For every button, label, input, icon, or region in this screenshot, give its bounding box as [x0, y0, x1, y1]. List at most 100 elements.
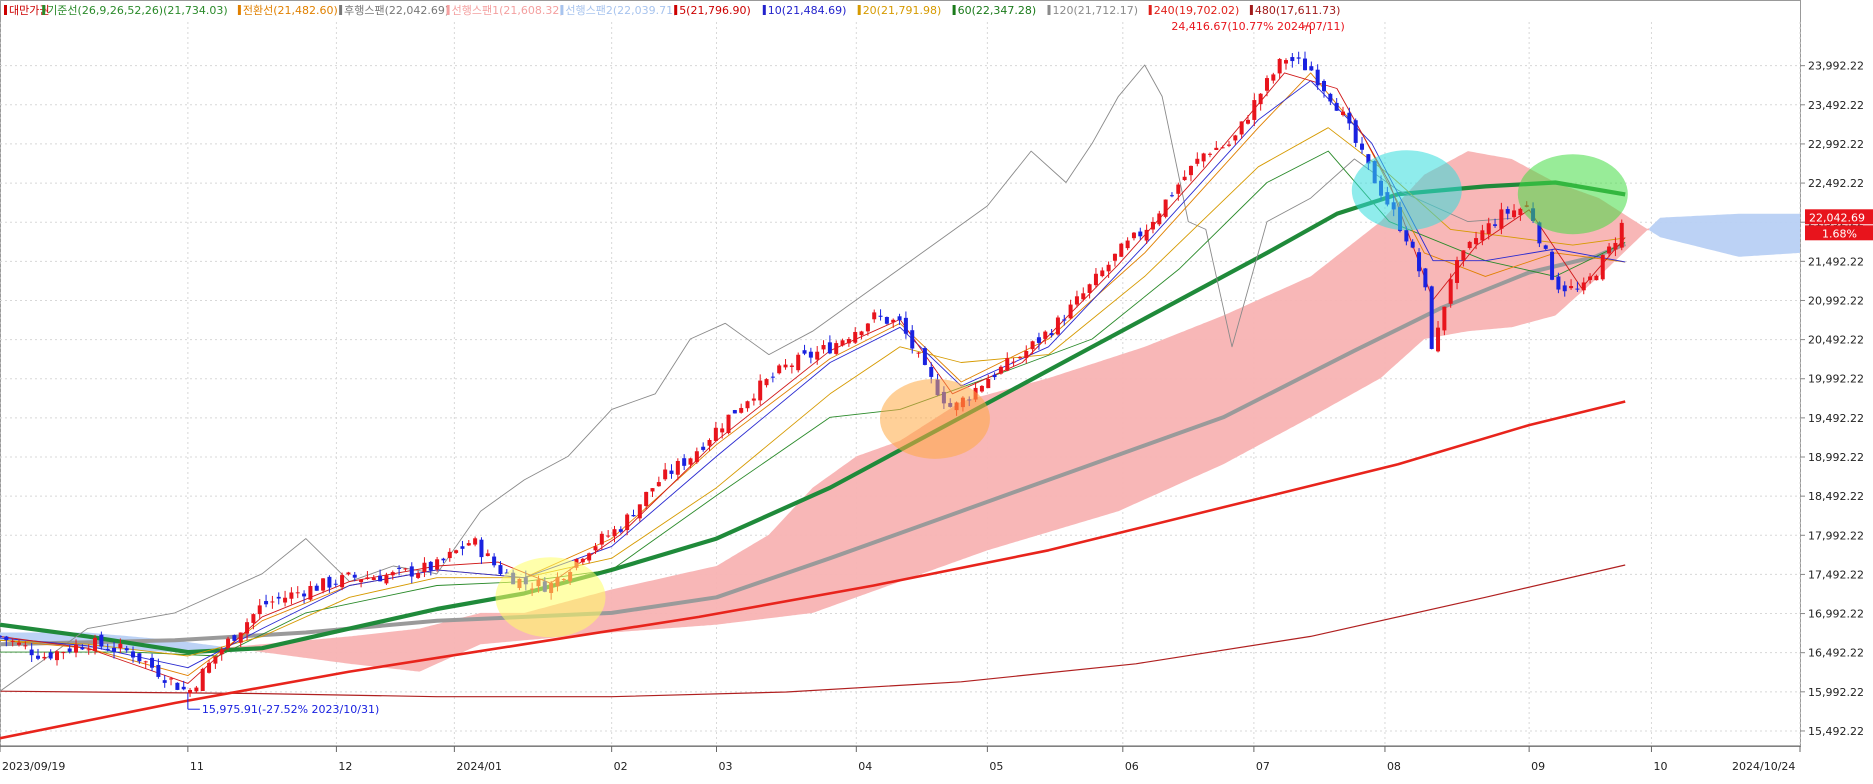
candle-body: [340, 575, 345, 588]
x-tick-label: 11: [190, 760, 204, 773]
legend-swatch: [1047, 5, 1051, 15]
y-tick-label: 22,992.22: [1808, 138, 1864, 151]
candle-body: [1220, 147, 1225, 149]
candle-body: [707, 439, 712, 446]
candle-body: [815, 351, 820, 360]
candle-body: [422, 562, 427, 573]
candle-body: [365, 577, 370, 579]
x-tick-label: 2024/10/24: [1732, 760, 1795, 773]
candle-body: [1112, 253, 1117, 261]
candle-body: [770, 376, 775, 378]
candle-body: [492, 556, 497, 566]
candle-body: [1036, 337, 1041, 343]
candle-body: [1131, 232, 1136, 239]
candle-body: [409, 566, 414, 577]
candle-body: [124, 648, 129, 651]
candle-body: [238, 632, 243, 643]
candle-body: [1303, 58, 1307, 71]
candle-body: [701, 446, 706, 450]
legend-label: 선행스팬2(22,039.71): [565, 4, 677, 17]
candle-body: [289, 592, 294, 599]
candle-body: [1030, 341, 1035, 350]
legend-swatch: [42, 5, 46, 15]
candle-body: [485, 553, 490, 557]
candle-body: [207, 662, 212, 673]
legend-swatch: [446, 5, 450, 15]
candle-body: [745, 401, 750, 409]
candle-body: [1322, 80, 1327, 92]
legend-swatch: [857, 5, 861, 15]
candle-body: [1176, 184, 1181, 194]
candle-body: [808, 351, 813, 358]
candle-body: [656, 482, 661, 487]
candle-body: [67, 648, 72, 652]
legend-item: 240(19,702.02): [1148, 4, 1239, 17]
candle-body: [1264, 78, 1269, 91]
candle-body: [308, 585, 313, 600]
candle-body: [796, 354, 801, 371]
legend-item: 후행스팬(22,042.69): [339, 4, 449, 17]
legend-item: 120(21,712.17): [1047, 4, 1138, 17]
x-tick-label: 12: [338, 760, 352, 773]
candle-body: [1258, 93, 1263, 105]
candle-body: [688, 458, 693, 465]
price-badge: 22,042.69 1.68%: [1805, 209, 1873, 241]
candle-body: [181, 686, 186, 690]
x-tick-label: 2023/09/19: [2, 760, 65, 773]
candle-body: [1252, 100, 1257, 120]
candle-body: [1467, 241, 1472, 248]
candle-body: [1207, 153, 1212, 155]
candle-body: [359, 579, 364, 583]
candle-body: [42, 656, 47, 659]
legend-label: 선행스팬1(21,608.32): [452, 4, 564, 17]
candle-body: [998, 366, 1003, 374]
candle-body: [1163, 199, 1168, 217]
candle-body: [1448, 279, 1453, 304]
candle-body: [1499, 209, 1504, 229]
x-tick-label: 03: [719, 760, 733, 773]
candle-body: [1144, 229, 1149, 241]
cloud-bull-area: [227, 151, 1650, 672]
y-tick-label: 17,492.22: [1808, 568, 1864, 581]
highlight-circle: [495, 557, 606, 638]
candle-body: [1404, 230, 1409, 242]
candle-body: [1486, 223, 1491, 235]
candle-body: [137, 653, 142, 662]
x-tick-label: 10: [1653, 760, 1667, 773]
candle-body: [916, 352, 921, 354]
candle-body: [352, 574, 357, 578]
candle-body: [264, 601, 269, 605]
candle-body: [1575, 288, 1580, 290]
candle-body: [1360, 143, 1365, 150]
legend-swatch: [237, 5, 241, 15]
candle-body: [1600, 255, 1605, 280]
candle-body: [1093, 273, 1098, 286]
candle-body: [827, 342, 832, 354]
legend-item: 전환선(21,482.60): [237, 4, 338, 17]
candle-body: [1245, 119, 1250, 124]
y-tick-label: 20,492.22: [1808, 334, 1864, 347]
candle-body: [992, 374, 997, 378]
candle-body: [1233, 135, 1238, 141]
candle-body: [593, 546, 598, 551]
y-tick-label: 20,992.22: [1808, 294, 1864, 307]
candle-body: [441, 558, 446, 561]
candle-body: [61, 652, 66, 654]
candle-body: [802, 350, 807, 354]
candle-body: [397, 567, 402, 569]
candle-body: [454, 550, 459, 553]
candle-body: [1296, 57, 1301, 59]
candle-body: [1353, 120, 1358, 143]
x-tick-label: 04: [858, 760, 872, 773]
candle-body: [1581, 282, 1586, 291]
candle-body: [1562, 285, 1567, 292]
ma120-line: [0, 242, 1626, 647]
candle-body: [1423, 268, 1428, 288]
candle-body: [1106, 264, 1111, 272]
y-axis: 15,492.22 15,992.22 16,492.22 16,992.22 17,4…: [1800, 60, 1864, 738]
candle-body: [1138, 231, 1143, 237]
legend-label: 전환선(21,482.60): [243, 4, 338, 17]
candle-body: [48, 652, 53, 659]
